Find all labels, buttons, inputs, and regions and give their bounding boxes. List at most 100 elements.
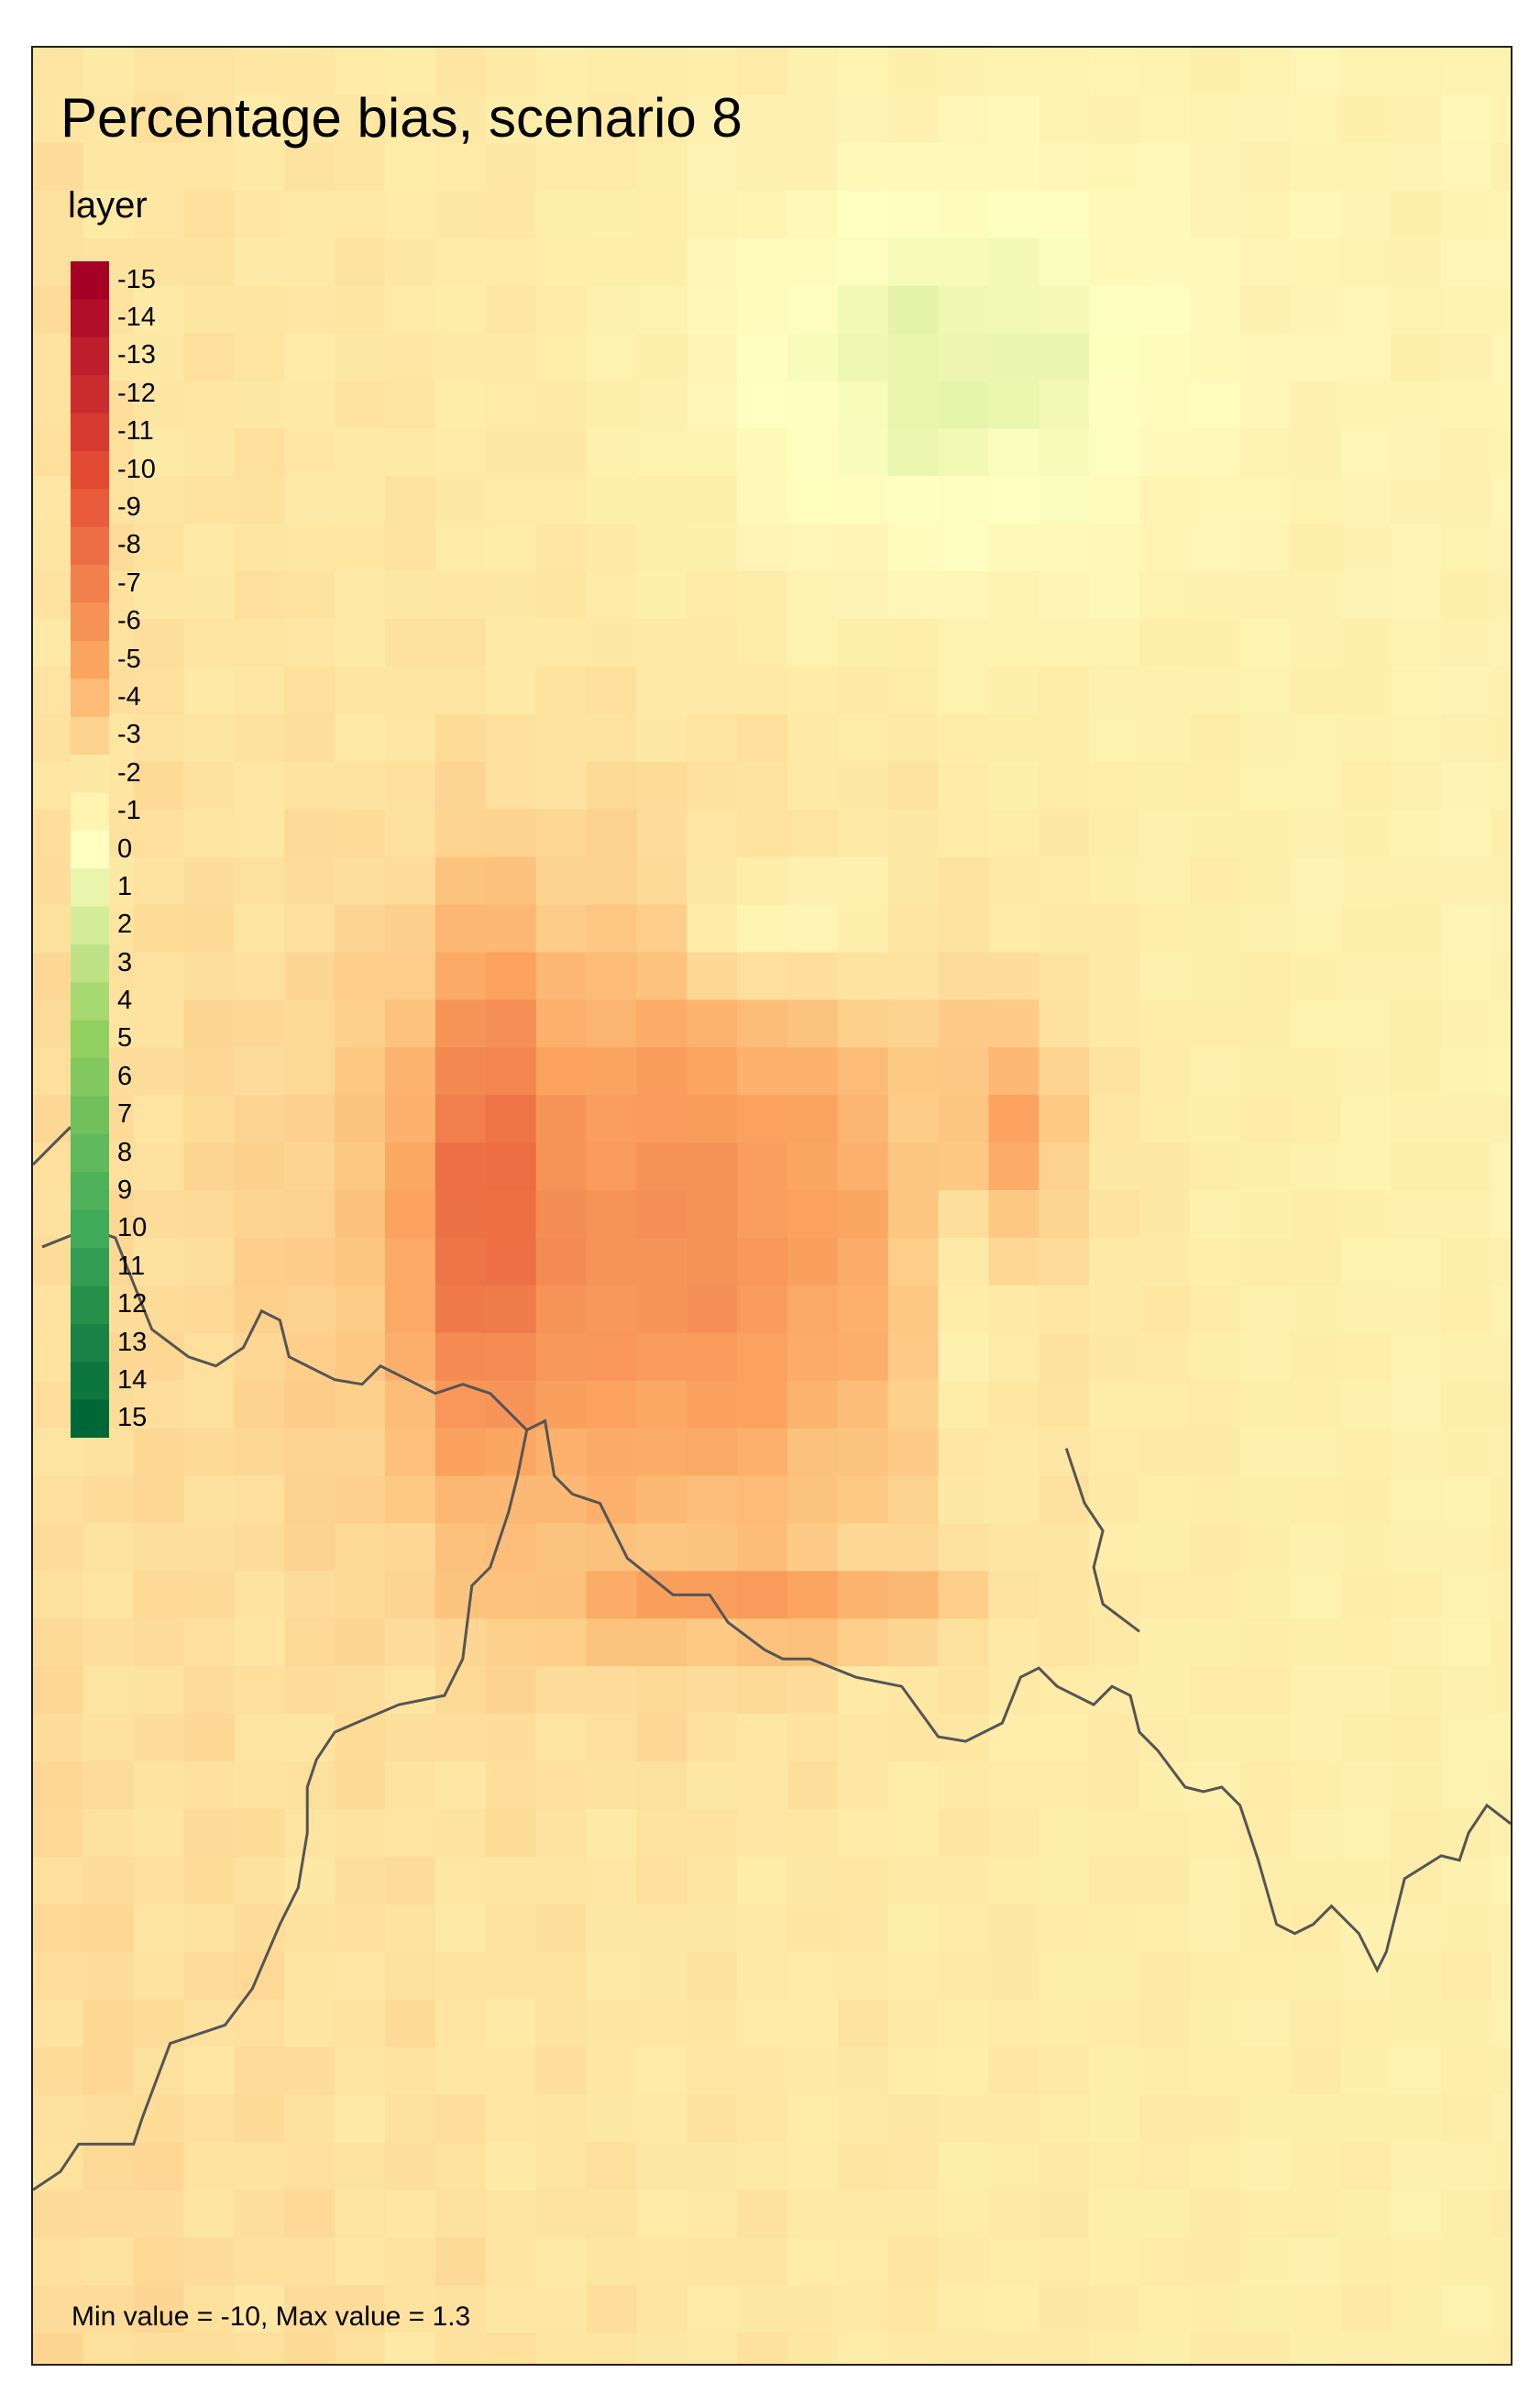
raster-cell xyxy=(335,333,386,381)
raster-cell xyxy=(786,1951,839,2001)
raster-cell xyxy=(1340,1285,1392,1334)
raster-cell xyxy=(183,2333,235,2364)
raster-cell xyxy=(636,1047,688,1096)
raster-cell xyxy=(938,1999,989,2048)
raster-cell xyxy=(938,48,989,96)
raster-cell xyxy=(335,1332,386,1382)
raster-cell xyxy=(1340,1523,1392,1572)
raster-cell xyxy=(687,2333,738,2364)
raster-cell xyxy=(284,2190,336,2238)
border-line-central xyxy=(87,1227,1511,1974)
raster-cell xyxy=(887,1095,940,1143)
raster-cell xyxy=(988,48,1040,96)
raster-cell xyxy=(887,1618,940,1667)
raster-cell xyxy=(1340,1380,1392,1429)
raster-cell xyxy=(335,2094,386,2143)
raster-cell xyxy=(33,1808,84,1858)
raster-cell xyxy=(737,1808,788,1858)
raster-cell xyxy=(284,2333,336,2364)
raster-cell xyxy=(1189,1237,1241,1286)
raster-cell xyxy=(284,1808,336,1858)
raster-cell xyxy=(1089,761,1140,811)
raster-cell xyxy=(837,48,889,96)
raster-cell xyxy=(284,142,336,192)
raster-cell xyxy=(234,761,285,811)
raster-cell xyxy=(1491,1618,1511,1667)
raster-cell xyxy=(1089,809,1140,858)
raster-cell xyxy=(1340,1808,1392,1858)
raster-cell xyxy=(1491,571,1511,620)
raster-cell xyxy=(1290,2333,1341,2364)
raster-cell xyxy=(786,524,839,572)
raster-cell xyxy=(183,1095,235,1143)
raster-cell xyxy=(485,1095,537,1143)
raster-cell xyxy=(1089,1714,1140,1762)
raster-cell xyxy=(1089,2285,1140,2334)
raster-cell xyxy=(133,1808,185,1858)
raster-cell xyxy=(636,1475,688,1524)
raster-cell xyxy=(234,285,285,335)
raster-cell xyxy=(687,1190,738,1239)
raster-cell xyxy=(133,666,185,715)
legend-tick-label: -8 xyxy=(117,530,141,560)
raster-cell xyxy=(786,2237,839,2286)
raster-cell xyxy=(284,1095,336,1143)
raster-cell xyxy=(687,1142,738,1191)
raster-cell xyxy=(586,1666,637,1715)
raster-cell xyxy=(284,2094,336,2143)
raster-cell xyxy=(1139,2285,1191,2334)
raster-cell xyxy=(535,94,588,144)
raster-cell xyxy=(535,190,588,239)
raster-cell xyxy=(1089,713,1140,763)
raster-cell xyxy=(1239,94,1292,144)
raster-cell xyxy=(335,1904,386,1953)
raster-cell xyxy=(737,904,788,953)
raster-cell xyxy=(284,1047,336,1096)
raster-cell xyxy=(1290,1332,1341,1382)
raster-cell xyxy=(1139,1380,1191,1429)
raster-cell xyxy=(1290,381,1341,429)
raster-cell xyxy=(887,619,940,668)
raster-cell xyxy=(535,142,588,192)
raster-cell xyxy=(687,2142,738,2191)
raster-cell xyxy=(133,476,185,524)
raster-cell xyxy=(234,1808,285,1858)
raster-cell xyxy=(1491,2142,1511,2191)
raster-cell xyxy=(183,904,235,953)
raster-cell xyxy=(687,1856,738,1905)
raster-cell xyxy=(586,285,637,335)
raster-cell xyxy=(1039,1808,1090,1858)
raster-cell xyxy=(234,619,285,668)
raster-cell xyxy=(133,1951,185,2001)
raster-cell xyxy=(1290,48,1341,96)
raster-cell xyxy=(385,2237,436,2286)
raster-cell xyxy=(586,856,637,906)
raster-cell xyxy=(33,2094,84,2143)
raster-cell xyxy=(687,1380,738,1429)
raster-cell xyxy=(737,1095,788,1143)
raster-cell xyxy=(1441,1095,1492,1143)
raster-cell xyxy=(1290,524,1341,572)
raster-cell xyxy=(687,571,738,620)
raster-cell xyxy=(938,2142,989,2191)
raster-cell xyxy=(586,713,637,763)
raster-cell xyxy=(33,1761,84,1810)
raster-cell xyxy=(284,1285,336,1334)
raster-cell xyxy=(1189,2285,1241,2334)
raster-cell xyxy=(1239,1332,1292,1382)
raster-cell xyxy=(586,1808,637,1858)
raster-cell xyxy=(737,1428,788,1477)
raster-cell xyxy=(1189,1904,1241,1953)
raster-cell xyxy=(1139,48,1191,96)
raster-cell xyxy=(786,285,839,335)
raster-cell xyxy=(335,1380,386,1429)
raster-cell xyxy=(938,1808,989,1858)
raster-cell xyxy=(1189,1142,1241,1191)
raster-cell xyxy=(837,1951,889,2001)
raster-cell xyxy=(183,1571,235,1619)
raster-cell xyxy=(887,1332,940,1382)
raster-cell xyxy=(284,619,336,668)
raster-cell xyxy=(988,2237,1040,2286)
raster-cell xyxy=(737,333,788,381)
legend-tick-label: -4 xyxy=(117,681,141,712)
